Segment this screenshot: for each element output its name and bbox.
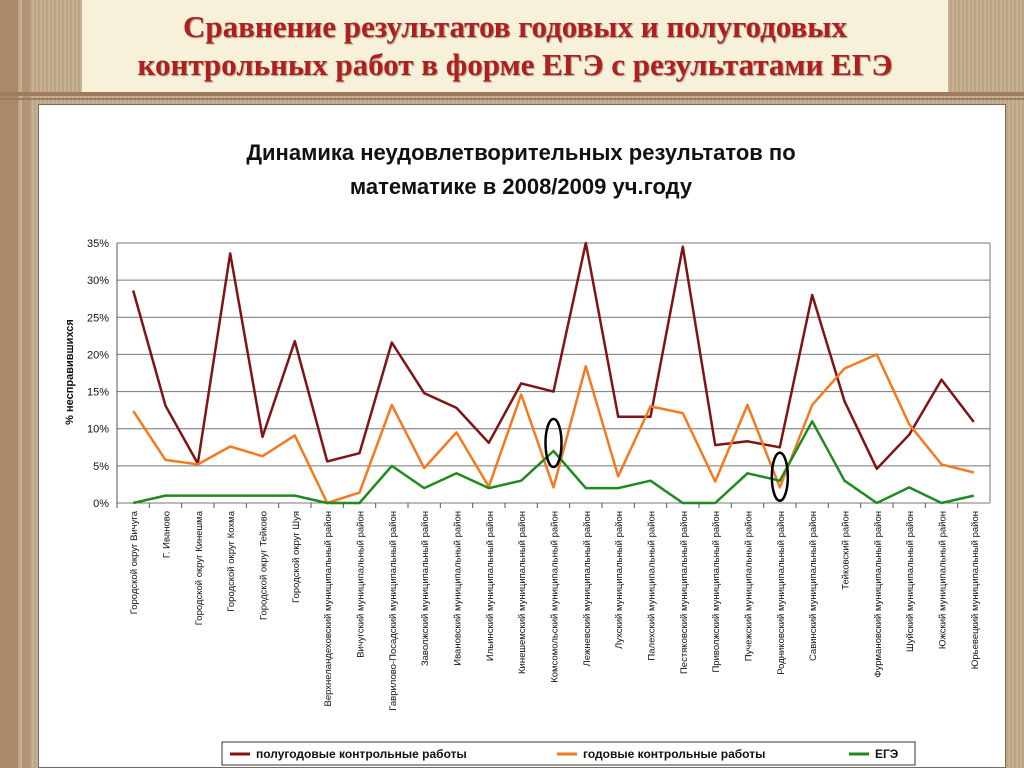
- x-tick-label: Савинский муниципальный район: [808, 511, 819, 661]
- x-tick-label: Лежневский муниципальный район: [582, 511, 593, 666]
- y-tick-label: 35%: [87, 238, 109, 250]
- series-line-0: [131, 241, 975, 471]
- x-tick-label: Гаврилово-Посадский муниципальный район: [388, 511, 399, 711]
- x-tick-label: Фурмановский муниципальный район: [873, 511, 884, 678]
- y-tick-label: 5%: [93, 461, 109, 473]
- x-tick-label: Г. Иваново: [162, 511, 173, 558]
- x-tick-label: Тейковский район: [841, 511, 852, 590]
- y-tick-label: 0%: [93, 498, 109, 510]
- x-tick-label: Городской округ Тейково: [259, 511, 270, 620]
- y-tick-label: 15%: [87, 387, 109, 399]
- chart-title-line-1: Динамика неудовлетворительных результато…: [246, 140, 795, 165]
- y-tick-labels: 0% 5% 10% 15% 20% 25% 30% 35%: [87, 238, 109, 510]
- x-tick-label: Ильинский муниципальный район: [485, 511, 496, 661]
- x-tick-label: Палехский муниципальный район: [647, 511, 658, 661]
- series-line-1: [132, 353, 975, 505]
- x-tick-label: Южский муниципальный район: [938, 511, 949, 649]
- x-tick-label: Родниковский муниципальный район: [776, 511, 787, 675]
- y-tick-label: 10%: [87, 424, 109, 436]
- legend-label: ЕГЭ: [875, 747, 899, 761]
- highlight-ellipses: [544, 417, 790, 502]
- legend: полугодовые контрольные работы годовые ко…: [221, 741, 916, 766]
- slide-title-line-1: Сравнение результатов годовых и полугодо…: [183, 9, 847, 44]
- chart-title-line-2: математике в 2008/2009 уч.году: [350, 174, 693, 199]
- x-tick-labels: Городской округ Вичуга Г. Иваново Городско…: [129, 510, 981, 710]
- y-tick-label: 20%: [87, 349, 109, 361]
- legend-label: годовые контрольные работы: [583, 747, 765, 761]
- x-tick-label: Городской округ Вичуга: [129, 510, 140, 614]
- legend-label: полугодовые контрольные работы: [256, 747, 467, 761]
- x-tick-label: Городской округ Кохма: [226, 510, 237, 611]
- slide-title: Сравнение результатов годовых и полугодо…: [82, 0, 948, 92]
- decor-stripe-left-2: [22, 0, 30, 768]
- highlight-ellipse: [544, 417, 563, 469]
- x-tick-label: Городской округ Шуя: [291, 511, 302, 603]
- x-tick-label: Приволжский муниципальный район: [711, 511, 722, 673]
- decor-stripe-left: [0, 0, 18, 768]
- chart-panel: [38, 104, 1006, 768]
- x-tick-label: Ивановский муниципальный район: [453, 511, 464, 666]
- x-tick-label: Кинешемский муниципальный район: [517, 511, 528, 674]
- x-tick-label: Верхнеландеховский муниципальный район: [323, 511, 334, 707]
- y-tick-label: 25%: [87, 312, 109, 324]
- decor-line-top: [0, 92, 1024, 96]
- decor-line-top-2: [0, 98, 1024, 100]
- x-tick-label: Городской округ Кинешма: [194, 510, 205, 625]
- x-tick-label: Комсомольский муниципальный район: [550, 511, 561, 683]
- series-lines: [131, 241, 975, 505]
- x-tick-label: Вичугский муниципальный район: [356, 511, 367, 658]
- y-axis-label: % несправившихся: [64, 319, 76, 425]
- slide-title-line-2: контрольных работ в форме ЕГЭ с результа…: [137, 47, 893, 82]
- x-tick-label: Лухский муниципальный район: [614, 511, 625, 649]
- x-tick-label: Пестяковский муниципальный район: [679, 511, 690, 674]
- y-tick-label: 30%: [87, 275, 109, 287]
- x-tick-label: Заволжский муниципальный район: [420, 511, 431, 666]
- x-tick-label: Шуйский муниципальный район: [905, 511, 916, 652]
- series-line-2: [132, 420, 975, 505]
- highlight-ellipse: [770, 451, 790, 502]
- x-tick-label: Пучежский муниципальный район: [744, 511, 755, 661]
- x-tick-label: Юрьевецкий муниципальный район: [970, 511, 981, 669]
